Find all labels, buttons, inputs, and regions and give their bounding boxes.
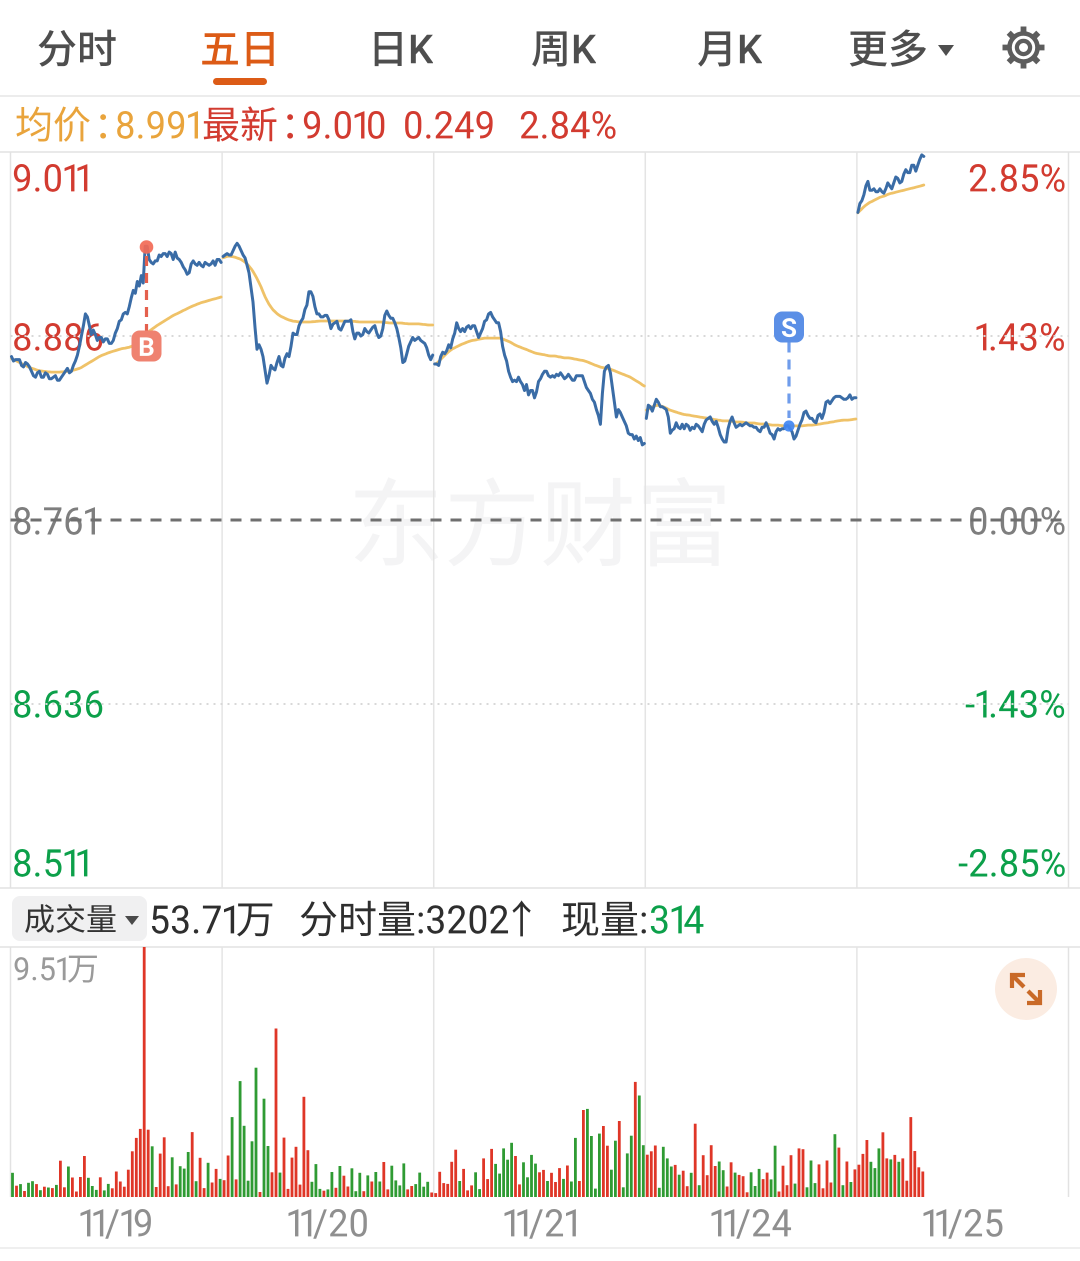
buy-marker-letter [139,337,154,356]
right-axis-pct-low [958,843,1066,881]
current-volume-value [649,899,704,938]
volume-bars [11,947,925,1197]
chart-grid-lines [0,151,1080,1249]
latest-price-value [302,105,387,143]
x-axis-label-1 [36,1203,196,1241]
tab-daily-k-label [368,28,434,68]
avg-price-value [115,105,200,143]
x-axis-label-4 [671,1203,831,1241]
price-change-value [403,105,495,143]
tab-more-label [848,28,928,68]
buy-marker [131,240,162,362]
avg-price-label [15,105,115,143]
right-axis-pct-high [968,158,1066,196]
caret-down-icon [125,915,139,925]
tab-minute-label [37,28,117,68]
price-and-avg-lines [10,153,926,447]
fullscreen-expand-button[interactable] [995,958,1057,1020]
right-axis-pct-lower [965,684,1066,722]
volume-indicator-selector[interactable] [12,895,147,941]
expand-arrows-icon [1009,972,1043,1006]
volume-header [0,890,1080,946]
avg-price-line-day-1 [10,295,223,374]
left-axis-price-high [12,158,89,196]
left-axis-price-mid [12,501,97,539]
tab-monthly-k[interactable] [697,0,763,95]
tab-weekly-k[interactable] [531,0,597,95]
price-line-day-5 [856,153,926,214]
volume-selector-label [24,903,117,934]
current-volume-label [561,899,648,938]
caret-down-icon [938,45,954,56]
x-axis-label-3 [460,1203,620,1241]
price-line-day-4 [644,393,858,444]
right-axis-pct-upper [975,317,1066,355]
tab-five-day[interactable] [200,0,280,95]
volume-total-value [149,899,275,938]
tab-daily-k[interactable] [368,0,434,95]
avg-price-line-day-4 [644,403,858,428]
tab-more[interactable] [848,0,954,95]
sell-marker [774,311,804,432]
price-line-day-2 [221,241,435,385]
price-line-day-1 [10,244,223,382]
sell-marker-letter [781,318,797,338]
gear-icon [1002,26,1045,69]
price-line-day-3 [433,310,646,447]
chart-settings-button[interactable] [1000,24,1047,76]
tab-five-day-label [200,28,280,68]
price-change-percent [519,105,617,143]
tab-monthly-k-label [697,28,763,68]
expand-button-bg [995,958,1057,1020]
price-info-bar [0,97,1080,151]
chart-period-tabbar [0,0,1080,97]
left-axis-price-lower [12,684,104,722]
active-tab-underline [213,78,267,85]
latest-price-label [202,105,302,143]
avg-price-line-day-5 [856,183,926,215]
volume-axis-max [13,952,99,989]
left-axis-price-low [12,843,89,881]
tab-weekly-k-label [531,28,597,68]
minute-volume [299,899,534,938]
tab-minute[interactable] [37,0,117,95]
x-axis-label-5 [883,1203,1043,1241]
x-axis-label-2 [248,1203,408,1241]
